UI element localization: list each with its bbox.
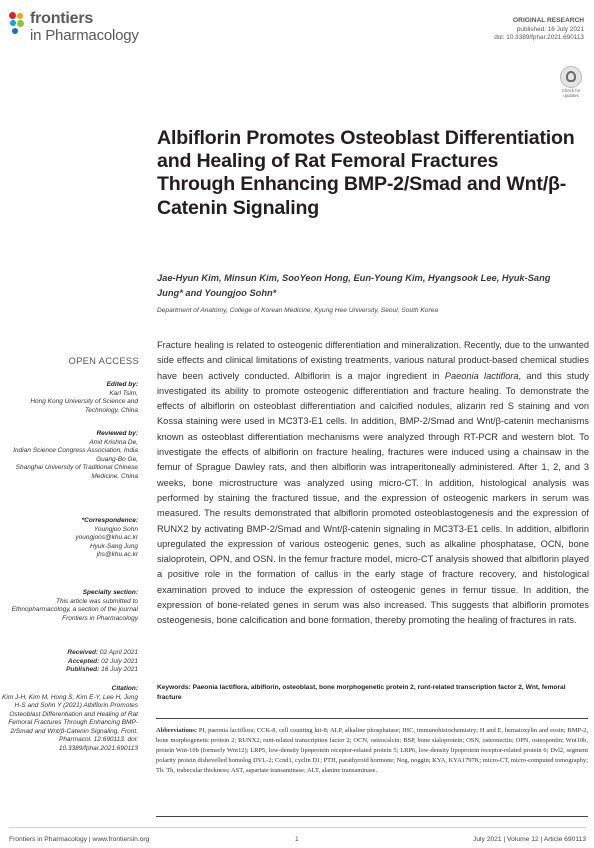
keywords-text: Paeonia lactiflora, albiflorin, osteobla… (157, 684, 566, 701)
accepted-label: Accepted: (67, 657, 100, 665)
correspondence-section: *Correspondence: Youngjoo Sohn youngjoos… (0, 517, 138, 560)
reviewers-section: Reviewed by: Amit Krishna De, Indian Sci… (0, 430, 138, 481)
author-affiliation: Department of Anatomy, College of Korean… (157, 307, 438, 314)
logo-word-journal: in Pharmacology (30, 27, 139, 44)
abbreviations-list: PI, paeonia lactiflora; CCK-8, cell coun… (156, 727, 588, 774)
check-for-updates-button[interactable]: Check for updates (558, 66, 584, 98)
abbreviations-label: Abbreviations: (156, 727, 198, 734)
reviewer-affiliation: Indian Science Congress Association, Ind… (13, 447, 138, 454)
published-label: Published: (66, 666, 100, 673)
check-for-updates-icon (560, 66, 582, 88)
specialty-text: This article was submitted to Ethnopharm… (11, 597, 138, 622)
correspondent-name: Youngjoo Sohn (93, 525, 138, 533)
open-access-label: OPEN ACCESS (68, 355, 139, 366)
editor-name: Karl Tsim, (109, 389, 138, 397)
received-label: Received: (67, 649, 99, 656)
correspondent-email[interactable]: youngjoos@khu.ac.kr (75, 534, 138, 541)
specialty-section: Specialty section: This article was subm… (0, 589, 138, 623)
keywords: Keywords: Paeonia lactiflora, albiflorin… (157, 683, 589, 703)
abbreviations-box: Abbreviations: PI, paeonia lactiflora; C… (156, 718, 588, 817)
accepted-row: Accepted: 02 July 2021 (0, 658, 138, 667)
abstract-paragraph: Fracture healing is related to osteogeni… (157, 338, 589, 629)
correspondence-label: *Correspondence: (81, 517, 138, 524)
article-meta-header: ORIGINAL RESEARCH published: 16 July 202… (364, 17, 584, 43)
dates-section: Received: 02 April 2021 Accepted: 02 Jul… (0, 649, 138, 675)
edited-by-label: Edited by: (106, 381, 138, 388)
abstract-species-name: Paeonia lactiflora (444, 370, 519, 381)
reviewer-name: Guang-Bo Ge, (96, 455, 138, 463)
reviewer-affiliation: Shanghai University of Traditional Chine… (15, 464, 138, 480)
editor-section: Edited by: Karl Tsim, Hong Kong Universi… (0, 381, 138, 415)
abbreviations-text: Abbreviations: PI, paeonia lactiflora; C… (156, 726, 588, 776)
reviewed-by-label: Reviewed by: (96, 430, 138, 437)
citation-label: Citation: (111, 685, 138, 692)
accepted-date: 02 July 2021 (101, 657, 138, 665)
citation-section: Citation: Kim J-H, Kim M, Hong S, Kim E-… (0, 685, 138, 753)
received-date: 02 April 2021 (99, 649, 138, 656)
footer-issue: July 2021 | Volume 12 | Article 690113 (472, 836, 586, 843)
page-number: 1 (295, 836, 299, 843)
keywords-label: Keywords: (157, 684, 191, 691)
abstract-text-part1: Fracture healing is related to osteogeni… (157, 340, 589, 381)
published-date: published: 16 July 2021 (516, 25, 584, 33)
page-footer: Frontiers in Pharmacology | www.frontier… (9, 827, 586, 847)
editor-affiliation: Hong Kong University of Science and Tech… (30, 398, 138, 414)
specialty-label: Specialty section: (82, 589, 138, 596)
logo-word-frontiers: frontiers (30, 10, 94, 27)
citation-text: Kim J-H, Kim M, Hong S, Kim E-Y, Lee H, … (2, 693, 138, 752)
received-row: Received: 02 April 2021 (0, 649, 138, 658)
abstract-text-part2: , and this study investigated its abilit… (157, 370, 590, 626)
published-row: Published: 16 July 2021 (0, 666, 138, 675)
check-for-updates-label: Check for updates (561, 88, 581, 98)
footer-journal[interactable]: Frontiers in Pharmacology | www.frontier… (9, 836, 150, 843)
correspondent-email[interactable]: jhs@khu.ac.kr (96, 551, 138, 558)
author-list: Jae-Hyun Kim, Minsun Kim, SooYeon Hong, … (157, 273, 551, 298)
journal-logo: frontiers in Pharmacology (9, 10, 159, 54)
reviewer-name: Amit Krishna De, (89, 438, 138, 446)
frontiers-logo-icon (9, 12, 27, 36)
article-type: ORIGINAL RESEARCH (513, 17, 584, 24)
article-title: Albiflorin Promotes Osteoblast Different… (157, 127, 575, 219)
correspondent-name: Hyuk-Sang Jung (89, 542, 138, 550)
published-date-side: 16 July 2021 (101, 666, 138, 673)
doi-link[interactable]: doi: 10.3389/fphar.2021.690113 (494, 34, 584, 42)
